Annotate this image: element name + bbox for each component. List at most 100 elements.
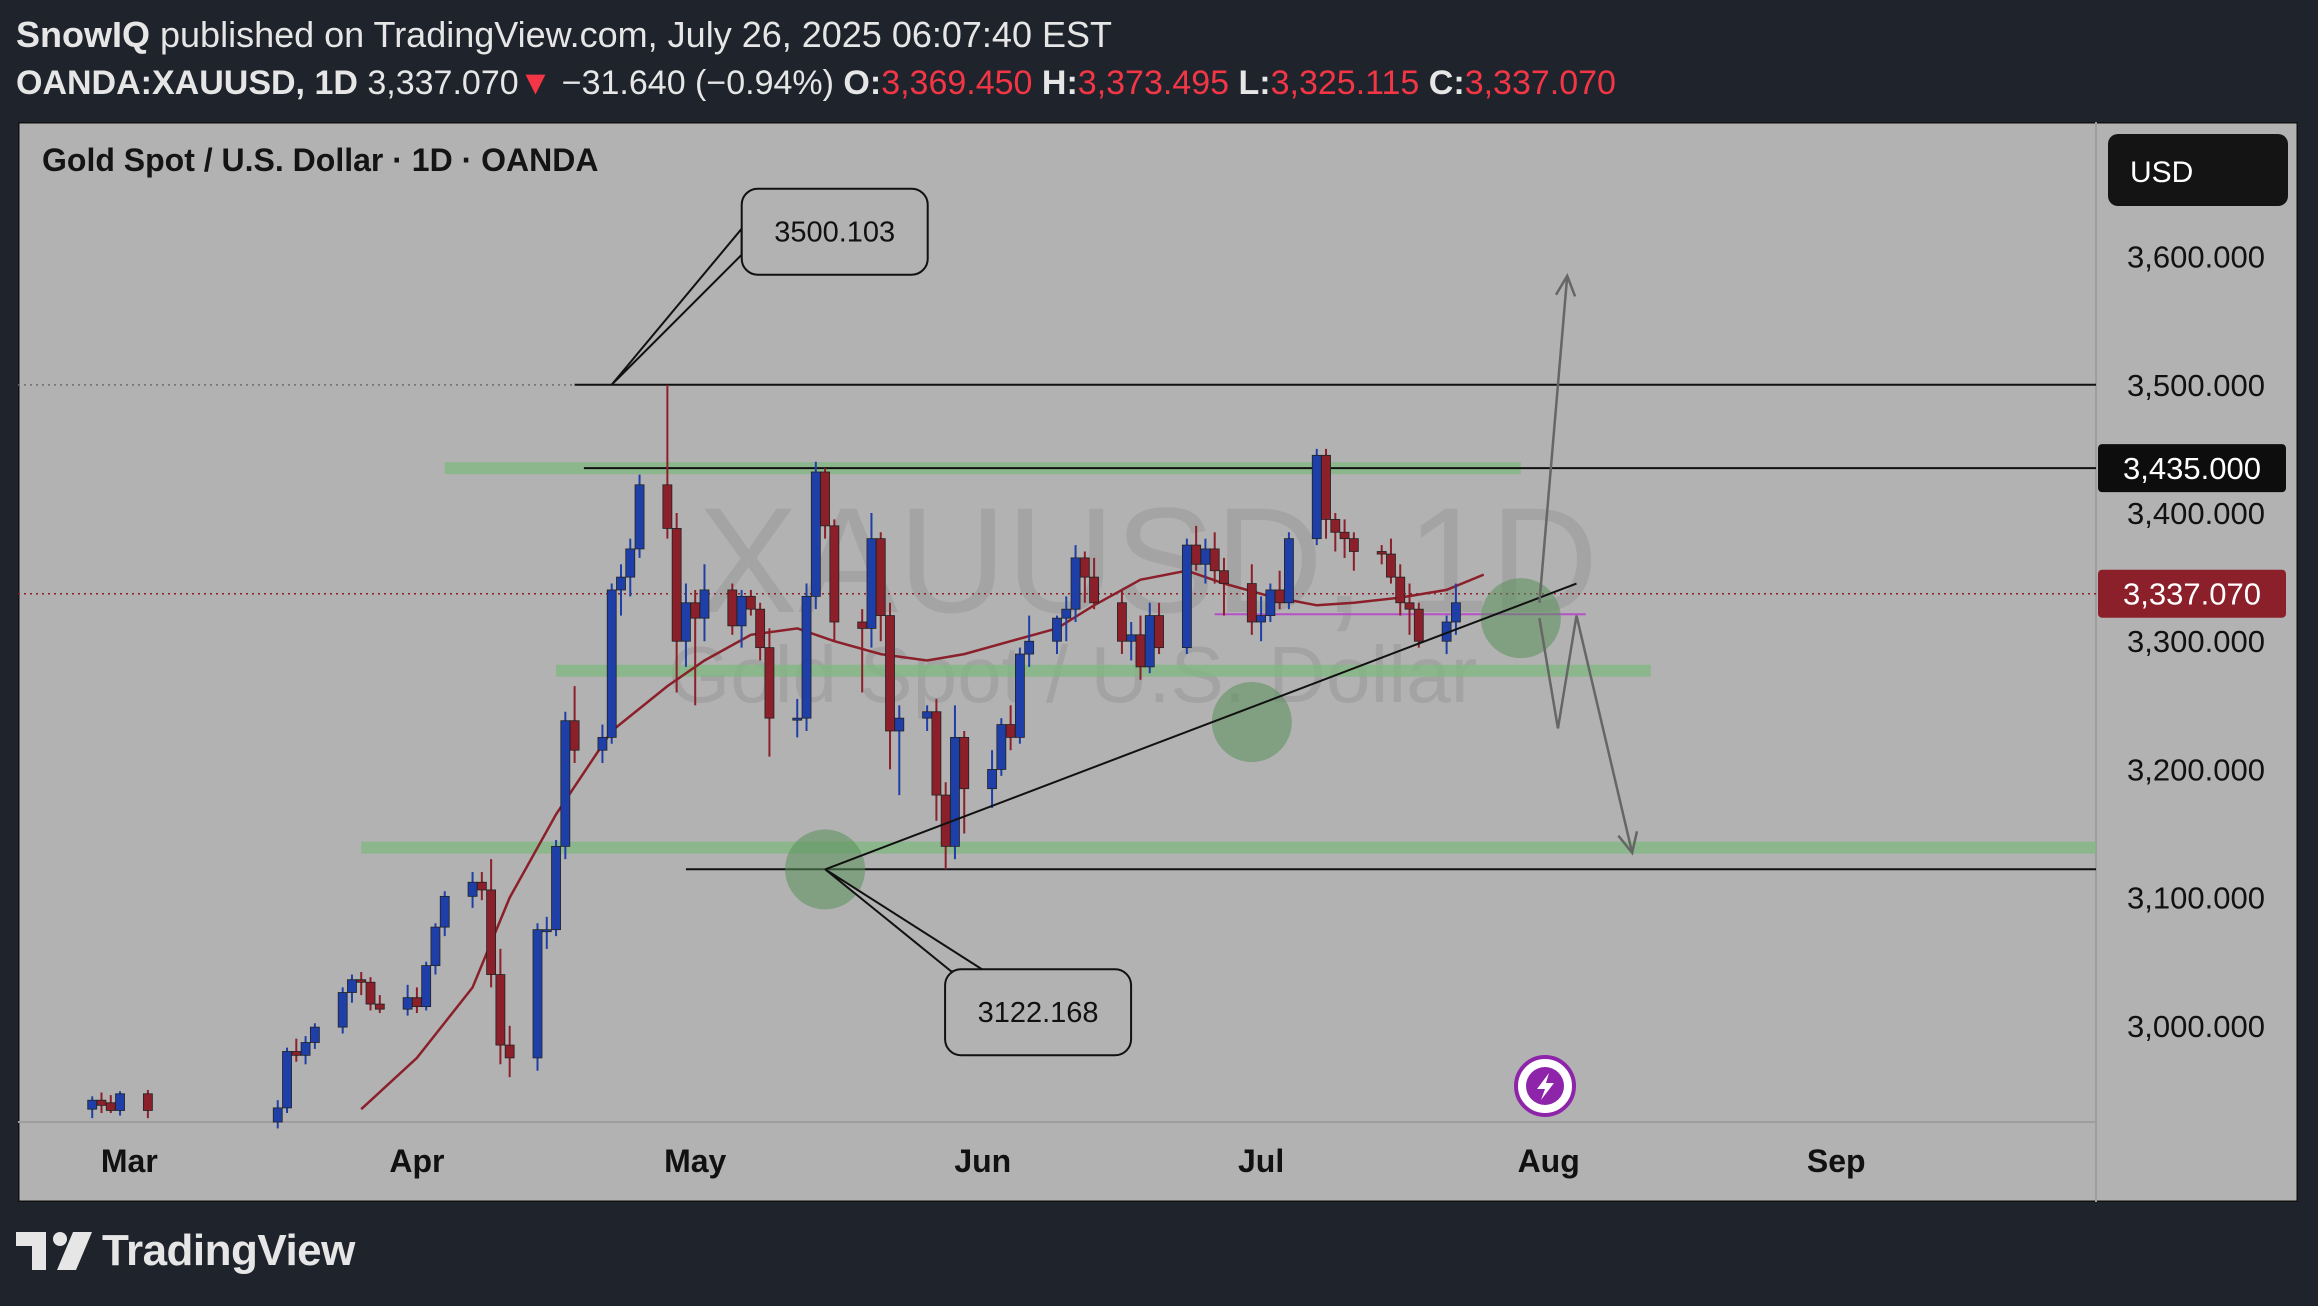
candle <box>1089 557 1100 610</box>
y-tick-label: 3,000.000 <box>2127 1009 2265 1044</box>
candle <box>996 718 1007 776</box>
price-label-text: 3,435.000 <box>2123 451 2261 486</box>
candle-body <box>569 720 580 751</box>
author-name[interactable]: SnowIQ <box>16 14 150 55</box>
published-text: published on TradingView.com, July 26, 2… <box>160 14 1112 55</box>
candle <box>885 602 895 770</box>
candle <box>1219 557 1229 616</box>
candle-body <box>625 548 636 578</box>
candle <box>662 384 673 539</box>
price-callout: 3500.103 <box>610 187 929 386</box>
candle <box>1070 545 1081 622</box>
candle-body <box>1274 589 1285 604</box>
price-axis-label: 3,337.070 <box>2098 569 2286 618</box>
x-tick-label: Mar <box>101 1143 158 1179</box>
candle-body <box>1070 557 1081 610</box>
candle-body <box>142 1093 153 1111</box>
tradingview-logo-icon <box>16 1232 92 1270</box>
candle-body <box>1014 653 1025 738</box>
candle <box>300 1036 311 1065</box>
candle-body <box>467 881 478 897</box>
candle-body <box>1200 548 1211 565</box>
candle-body <box>337 992 348 1028</box>
footer: TradingView <box>16 1226 355 1276</box>
callout-label: 3500.103 <box>774 217 895 249</box>
candle-body <box>1154 615 1164 649</box>
candle-body <box>699 589 710 619</box>
candle-body <box>801 595 812 719</box>
price-callout: 3122.168 <box>824 868 1133 1057</box>
support-resistance-zone <box>361 841 2096 854</box>
close-label: C: <box>1428 64 1465 102</box>
candle-body <box>412 997 422 1008</box>
candle-body <box>1339 531 1350 540</box>
y-tick-label: 3,300.000 <box>2127 624 2265 659</box>
candle <box>541 916 552 949</box>
candle <box>1246 564 1257 635</box>
candle <box>792 698 803 738</box>
chart-canvas[interactable]: XAUUSD, 1D Gold Spot / U.S. Dollar 3500.… <box>18 122 2298 1202</box>
low-value: 3,325.115 <box>1270 64 1420 102</box>
candle <box>755 602 766 661</box>
price-axis-label: 3,435.000 <box>2098 444 2286 493</box>
candle <box>504 1025 515 1078</box>
candle <box>374 995 385 1014</box>
candle-body <box>1330 519 1341 533</box>
ohlc-line: OANDA:XAUUSD, 1D 3,337.070▼ −31.640 (−0.… <box>16 60 1616 106</box>
candle-body <box>810 471 821 597</box>
candle-body <box>681 602 691 642</box>
candle <box>142 1089 153 1119</box>
candle <box>356 972 367 996</box>
candle-body <box>309 1026 320 1043</box>
trendline <box>824 582 1577 871</box>
candle-body <box>894 717 905 732</box>
candle-body <box>1089 576 1100 604</box>
candle-body <box>996 724 1007 770</box>
candle <box>1348 532 1359 571</box>
currency-button[interactable]: USD <box>2108 134 2288 206</box>
candle-body <box>1451 602 1461 623</box>
candle <box>764 628 775 757</box>
candle <box>569 686 580 764</box>
candle <box>810 461 821 610</box>
candle <box>495 948 506 1065</box>
price-label-box <box>2098 569 2286 618</box>
candle-body <box>950 736 960 847</box>
candle <box>1386 538 1396 584</box>
candle-body <box>1181 544 1192 649</box>
price-axis[interactable]: 3,600.000 3,500.000 3,400.000 3,300.000 3,20… <box>2127 240 2265 1044</box>
candle-body <box>504 1044 515 1059</box>
candle <box>801 583 812 731</box>
projection-down-arrow-head <box>1617 831 1639 856</box>
candle <box>1413 602 1424 648</box>
candle-body <box>931 711 942 796</box>
candle <box>1284 532 1294 610</box>
candle <box>1330 513 1341 552</box>
candle <box>1209 532 1220 584</box>
candle-body <box>1005 724 1016 738</box>
candle-body <box>764 647 775 719</box>
flash-icon[interactable] <box>1514 1055 1576 1117</box>
candle-body <box>421 965 432 1008</box>
candle <box>829 519 840 642</box>
candle-body <box>1376 551 1387 555</box>
x-tick-label: Jun <box>954 1143 1011 1179</box>
candle <box>272 1100 283 1129</box>
candle <box>282 1047 292 1114</box>
candle <box>597 724 608 764</box>
candle-body <box>1395 576 1406 604</box>
candle-body <box>439 895 450 928</box>
low-label: L: <box>1238 64 1271 102</box>
price-labels-layer: 3,435.000 3,337.070 <box>2098 444 2286 618</box>
high-label: H: <box>1041 64 1078 102</box>
candle-body <box>374 1003 385 1010</box>
last-price: 3,337.070 <box>367 64 519 102</box>
candle-body <box>1246 583 1257 623</box>
candles-layer <box>87 384 1461 1129</box>
time-axis[interactable]: Mar Apr May Jun Jul Aug Sep <box>101 1143 1866 1179</box>
candle <box>115 1091 125 1116</box>
chart-title: Gold Spot / U.S. Dollar · 1D · OANDA <box>42 142 598 178</box>
price-label-box <box>2098 444 2286 493</box>
candle-body <box>486 889 497 975</box>
support-resistance-zone <box>556 664 1651 677</box>
